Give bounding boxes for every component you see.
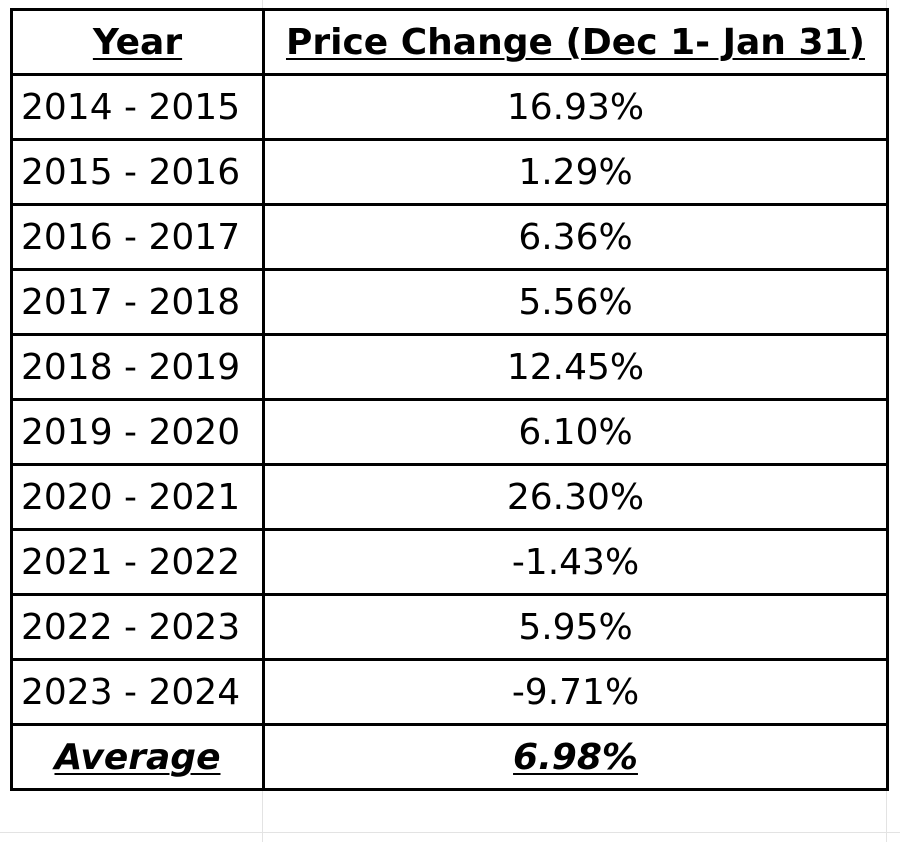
year-column-header: Year — [10, 8, 265, 76]
price-change-cell: -9.71% — [262, 658, 889, 726]
price-change-column-header: Price Change (Dec 1- Jan 31) — [262, 8, 889, 76]
year-cell: 2021 - 2022 — [10, 528, 265, 596]
price-change-cell: 16.93% — [262, 73, 889, 141]
table-row: 2016 - 2017 6.36% — [10, 203, 889, 271]
table-row: 2018 - 2019 12.45% — [10, 333, 889, 401]
price-change-cell: -1.43% — [262, 528, 889, 596]
sheet-gridline — [0, 832, 900, 833]
year-cell: 2016 - 2017 — [10, 203, 265, 271]
price-change-cell: 5.95% — [262, 593, 889, 661]
price-change-cell: 1.29% — [262, 138, 889, 206]
table-row: 2023 - 2024 -9.71% — [10, 658, 889, 726]
table-row: 2014 - 2015 16.93% — [10, 73, 889, 141]
table-row: 2017 - 2018 5.56% — [10, 268, 889, 336]
table-header-row: Year Price Change (Dec 1- Jan 31) — [10, 8, 889, 76]
average-label: Average — [10, 723, 265, 791]
average-row: Average 6.98% — [10, 723, 889, 791]
table-row: 2019 - 2020 6.10% — [10, 398, 889, 466]
year-cell: 2018 - 2019 — [10, 333, 265, 401]
price-change-table: Year Price Change (Dec 1- Jan 31) 2014 -… — [10, 8, 889, 791]
price-change-cell: 26.30% — [262, 463, 889, 531]
price-change-cell: 6.36% — [262, 203, 889, 271]
price-change-cell: 12.45% — [262, 333, 889, 401]
year-cell: 2019 - 2020 — [10, 398, 265, 466]
price-change-cell: 5.56% — [262, 268, 889, 336]
year-cell: 2017 - 2018 — [10, 268, 265, 336]
average-value: 6.98% — [262, 723, 889, 791]
year-cell: 2022 - 2023 — [10, 593, 265, 661]
table-row: 2015 - 2016 1.29% — [10, 138, 889, 206]
year-cell: 2023 - 2024 — [10, 658, 265, 726]
year-cell: 2015 - 2016 — [10, 138, 265, 206]
year-cell: 2014 - 2015 — [10, 73, 265, 141]
price-change-cell: 6.10% — [262, 398, 889, 466]
table-row: 2021 - 2022 -1.43% — [10, 528, 889, 596]
table-row: 2022 - 2023 5.95% — [10, 593, 889, 661]
year-cell: 2020 - 2021 — [10, 463, 265, 531]
table-row: 2020 - 2021 26.30% — [10, 463, 889, 531]
